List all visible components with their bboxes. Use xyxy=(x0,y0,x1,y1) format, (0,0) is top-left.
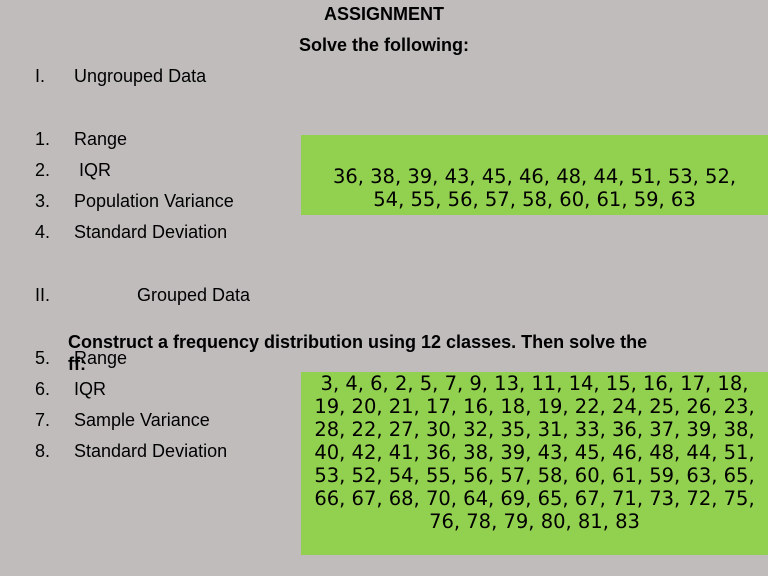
list-item-number: 3. xyxy=(35,191,51,211)
list-item-label: IQR xyxy=(74,160,112,180)
list-item-label: Range xyxy=(74,348,128,368)
list-item-number: 1. xyxy=(35,129,51,149)
grouped-data-box: 3, 4, 6, 2, 5, 7, 9, 13, 11, 14, 15, 16,… xyxy=(301,372,768,555)
list-item-number: 8. xyxy=(35,441,51,461)
list-item-label: Population Variance xyxy=(74,191,234,211)
section1-heading: Ungrouped Data xyxy=(74,66,207,86)
page-title: ASSIGNMENT xyxy=(323,4,444,24)
section1-number: I. xyxy=(35,66,46,86)
list-item-label: Standard Deviation xyxy=(74,222,228,242)
list-item-label: IQR xyxy=(74,379,107,399)
list-item-number: 5. xyxy=(35,348,51,368)
section2-number: II. xyxy=(35,285,51,305)
list-item-number: 2. xyxy=(35,160,51,180)
list-item-number: 4. xyxy=(35,222,51,242)
section2-instruction: Construct a frequency distribution using… xyxy=(68,332,648,374)
list-item-label: Range xyxy=(74,129,128,149)
list-item-number: 7. xyxy=(35,410,51,430)
list-item-label: Standard Deviation xyxy=(74,441,228,461)
list-item-number: 6. xyxy=(35,379,51,399)
page-subtitle: Solve the following: xyxy=(299,35,469,55)
section2-heading: Grouped Data xyxy=(137,285,251,305)
ungrouped-data-box: 36, 38, 39, 43, 45, 46, 48, 44, 51, 53, … xyxy=(301,135,768,215)
list-item-label: Sample Variance xyxy=(74,410,210,430)
